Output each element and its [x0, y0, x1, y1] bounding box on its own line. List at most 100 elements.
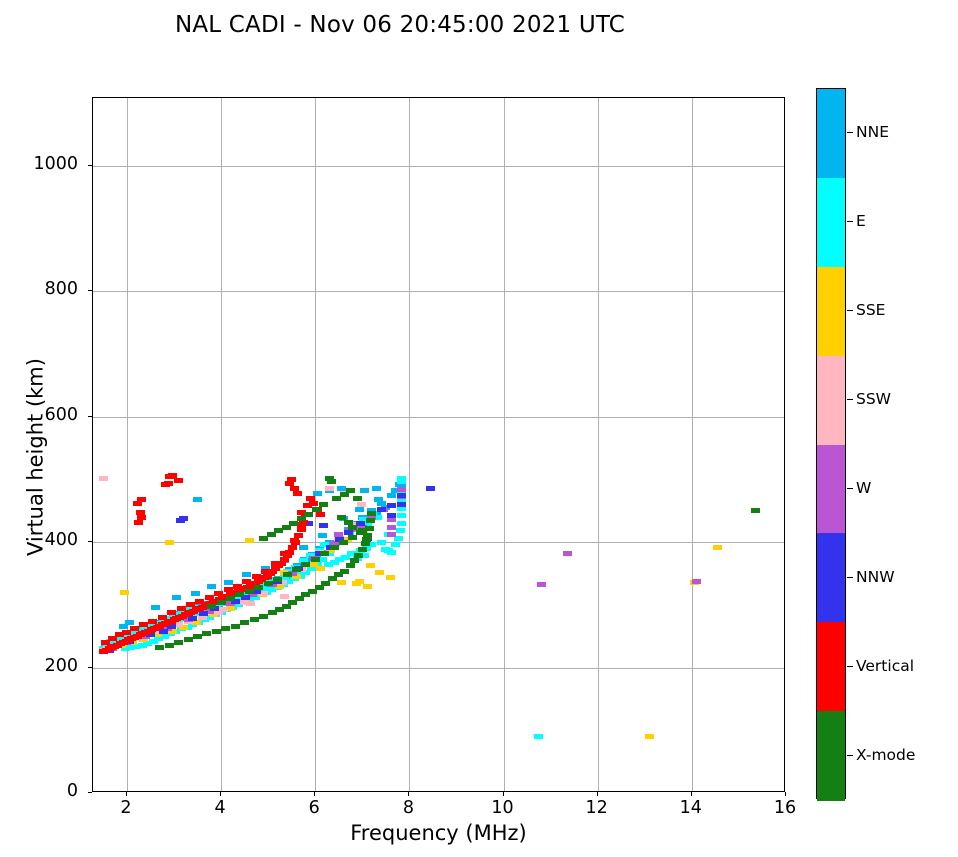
data-point-x-mode [289, 520, 299, 526]
data-point-e [250, 594, 260, 600]
data-point-e [205, 614, 215, 620]
data-point-sse [352, 581, 362, 586]
data-point-vertical [167, 609, 177, 615]
data-point-x-mode [296, 515, 306, 521]
x-tick [125, 792, 127, 796]
data-point-e [318, 557, 328, 563]
data-point-sse [120, 589, 129, 595]
colorbar-segment-e[interactable] [817, 177, 845, 268]
data-point-vertical [129, 626, 139, 632]
data-point-x-mode [332, 495, 342, 501]
data-point-e [397, 475, 407, 481]
colorbar-segment-vertical[interactable] [817, 622, 845, 712]
data-point-x-mode [311, 507, 321, 512]
data-point-vertical [290, 485, 299, 491]
data-point-e [320, 542, 330, 548]
data-point-x-mode [361, 537, 371, 543]
data-point-x-mode [258, 613, 268, 619]
data-point-x-mode [353, 495, 363, 501]
data-point-nnw [167, 623, 177, 629]
data-point-vertical [167, 473, 177, 479]
data-point-vertical [276, 560, 286, 566]
data-point-e [132, 628, 142, 634]
data-point-x-mode [324, 475, 334, 481]
data-point-w [397, 486, 407, 492]
colorbar-label-x-mode: X-mode [856, 745, 916, 764]
data-point-sse [244, 538, 254, 544]
data-point-e [160, 633, 170, 639]
data-point-vertical [157, 614, 167, 620]
data-point-nnw [426, 485, 436, 491]
data-point-e [199, 617, 209, 623]
data-point-sse [152, 632, 162, 638]
data-point-e [323, 562, 333, 568]
data-point-vertical [308, 500, 318, 506]
data-point-w [357, 524, 367, 530]
data-point-vertical [195, 598, 205, 604]
data-point-w [288, 571, 298, 576]
gridline-y [93, 667, 784, 669]
colorbar-segment-nne[interactable] [817, 89, 845, 179]
data-point-x-mode [321, 581, 331, 586]
data-point-ssw [245, 601, 255, 607]
data-point-vertical [265, 571, 275, 576]
data-point-e [372, 514, 382, 520]
x-tick [220, 792, 222, 796]
data-point-vertical [251, 573, 261, 579]
data-point-e [131, 643, 141, 649]
data-point-vertical [271, 565, 281, 571]
data-point-x-mode [327, 576, 337, 581]
data-point-vertical [293, 533, 303, 539]
data-point-w [367, 514, 377, 520]
data-point-x-mode [350, 558, 360, 564]
y-tick [88, 666, 92, 668]
colorbar-tick [847, 132, 853, 134]
data-point-vertical [223, 587, 233, 593]
data-point-vertical [135, 509, 145, 515]
colorbar-label-ssw: SSW [856, 390, 892, 409]
colorbar-tick [847, 487, 853, 489]
colorbar-segment-x-mode[interactable] [817, 711, 845, 801]
data-point-vertical [204, 594, 214, 600]
data-point-e [376, 539, 386, 545]
plot-area[interactable] [92, 97, 785, 792]
data-point-x-mode [354, 553, 363, 559]
data-point-ssw [98, 475, 108, 481]
data-point-x-mode [310, 557, 320, 563]
data-point-e [143, 641, 153, 647]
colorbar-segment-ssw[interactable] [817, 355, 845, 445]
data-point-sse [192, 619, 202, 625]
data-point-nne [118, 623, 128, 629]
data-point-nne [324, 539, 334, 545]
colorbar[interactable] [816, 88, 846, 801]
data-point-vertical [274, 563, 283, 569]
data-point-nnw [159, 628, 169, 634]
data-point-nne [207, 583, 217, 589]
data-point-nne [324, 488, 334, 494]
data-point-sse [366, 563, 376, 569]
page-title: NAL CADI - Nov 06 20:45:00 2021 UTC [174, 12, 626, 38]
colorbar-segment-sse[interactable] [817, 266, 845, 357]
data-point-nnw [387, 503, 396, 509]
data-point-vertical [261, 568, 271, 574]
data-point-x-mode [274, 607, 284, 613]
data-point-nne [390, 488, 400, 494]
data-point-e [347, 550, 357, 556]
data-point-x-mode [301, 562, 311, 568]
data-point-x-mode [291, 567, 301, 573]
data-point-e [397, 505, 407, 511]
y-tick-label: 1000 [33, 153, 78, 174]
colorbar-segment-nnw[interactable] [817, 533, 845, 623]
data-point-vertical [101, 640, 111, 645]
y-tick [88, 164, 92, 166]
data-point-e [363, 520, 373, 526]
data-point-x-mode [254, 584, 264, 590]
data-point-nne [193, 496, 202, 502]
data-point-x-mode [235, 592, 245, 598]
data-point-nnw [343, 529, 353, 535]
data-point-ssw [174, 622, 184, 628]
data-point-vertical [270, 560, 280, 566]
data-point-x-mode [365, 525, 375, 531]
colorbar-segment-w[interactable] [817, 444, 845, 534]
data-point-x-mode [750, 508, 760, 514]
